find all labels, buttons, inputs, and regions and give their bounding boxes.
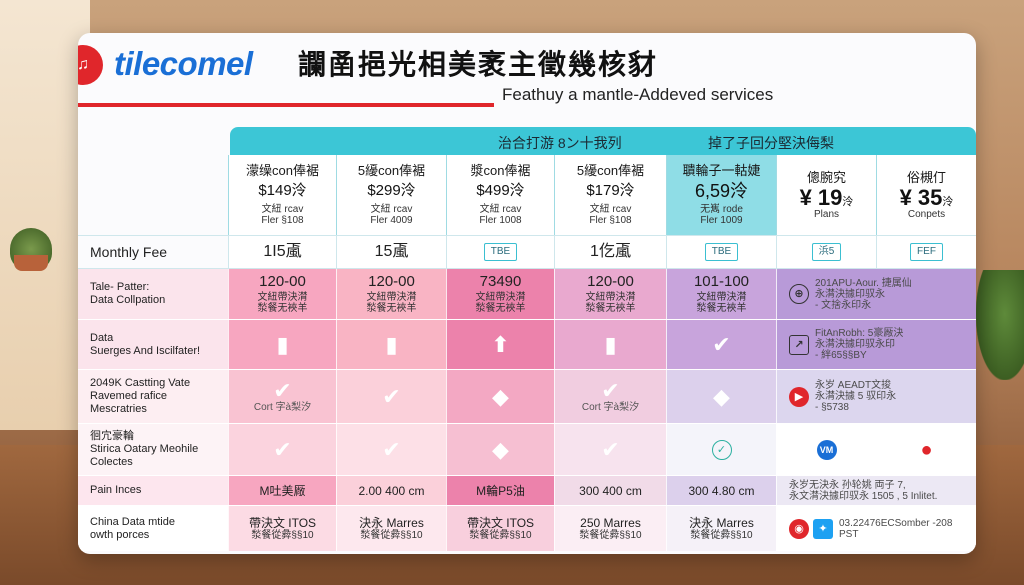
brand-name: tilecomel [114, 45, 253, 82]
check-icon: ✔ [382, 383, 401, 409]
check-icon: ✔ [712, 331, 731, 357]
arrow-up-icon: ⬆ [491, 331, 510, 357]
row-label: Pain Inces [90, 484, 142, 496]
comparison-table: 治合打游 8ン十我列 掉了子回分堅決侮梨 濛缲con俸裾 $149泠 文紐 rc… [78, 127, 976, 554]
page-subhead: Feathuy a mantle-Addeved services [502, 85, 774, 104]
plan-column-1[interactable]: 濛缲con俸裾 $149泠 文紐 rcav Fler §108 [228, 155, 336, 235]
check-icon: ✔ [601, 378, 620, 403]
plan-price: 6,59泠 [694, 181, 749, 201]
device-icon: ▮ [385, 331, 398, 357]
china-data-row: China Data mtide owth porces 帶決文 ITOS 湬餐從… [78, 505, 976, 551]
pricing-card: ♫ tilecomel 讕圅挹光相美袤主徵幾核豺 Feathuy a mantl… [78, 33, 976, 554]
table-banner: 治合打游 8ン十我列 掉了子回分堅決侮梨 [230, 127, 976, 155]
plan-column-4[interactable]: 5纋con俸裾 $179泠 文紐 rcav Fler §108 [554, 155, 666, 235]
twitter-icon[interactable]: ✦ [813, 518, 833, 539]
plan-price: $299泠 [367, 182, 416, 199]
chart-icon: ↗ [789, 334, 809, 355]
check-icon: ✔ [601, 436, 620, 462]
diamond-icon: ◆ [492, 436, 509, 462]
plan-column-2[interactable]: 5纋con俸裾 $299泠 文紐 rcav Fler 4009 [336, 155, 446, 235]
banner-left-title: 治合打游 8ン十我列 [498, 135, 622, 151]
plan-price: $499泠 [476, 182, 525, 199]
diamond-icon: ◆ [492, 383, 509, 409]
pain-inces-row: Pain Inces M吐美厰 2.00 400 cm M輪P5油 300 40… [78, 475, 976, 505]
check-icon: ✔ [273, 378, 292, 403]
vm-icon[interactable]: VM [816, 439, 837, 460]
check-icon: ✔ [382, 436, 401, 462]
tbe-tag: TBE [704, 243, 739, 261]
plant-decoration-right [976, 270, 1024, 380]
data-surges-row: Data Suerges And Iscilfater! ▮ ▮ ⬆ ▮ ✔ ↗… [78, 319, 976, 369]
fee-tag: FEF [910, 243, 943, 261]
plan-column-3[interactable]: 漿con俸裾 $499泠 文紐 rcav Fler 1008 [446, 155, 554, 235]
coverage-row: 徊宂豪輪 Stirica Oatary Meohile Colectes ✔ ✔… [78, 423, 976, 475]
plan-header-row: 濛缲con俸裾 $149泠 文紐 rcav Fler §108 5纋con俸裾 … [78, 155, 976, 235]
plan-price: ¥ 35 [899, 184, 943, 210]
check-circle-icon: ✓ [711, 439, 732, 460]
row-label: Monthly Fee [90, 243, 168, 260]
plan-column-6[interactable]: 傯腕究 ¥ 19泠 Plans [776, 155, 876, 235]
row-label: Tale- Patter: Data Collpation [90, 281, 166, 306]
diamond-icon: ◆ [713, 383, 730, 409]
page-headline: 讕圅挹光相美袤主徵幾核豺 [298, 49, 659, 80]
row-label: Data Suerges And Iscilfater! [90, 331, 201, 357]
banner-right-title: 掉了子回分堅決侮梨 [708, 135, 834, 151]
headline-rule [78, 103, 494, 107]
plan-price: ¥ 19 [799, 184, 843, 210]
casting-row: 2049K Castting Vate Ravemed rafice Mescr… [78, 369, 976, 423]
info-icon: ⊕ [789, 284, 809, 304]
weibo-icon[interactable]: ◉ [789, 518, 809, 539]
row-label: 徊宂豪輪 Stirica Oatary Meohile Colectes [90, 430, 199, 468]
plan-column-5[interactable]: 聵輪子一軲婕 6,59泠 无嶲 rode Fler 1009 [666, 155, 776, 235]
plan-price: $179泠 [586, 182, 635, 199]
row-label: China Data mtide owth porces [90, 515, 175, 541]
fee-tag: 浜5 [811, 243, 842, 261]
monthly-fee-row: Monthly Fee 1I5颪 15颪 TBE 1仡颪 TBE 浜5 FEF [78, 235, 976, 269]
background-window [0, 0, 90, 430]
logo-icon: ♫ [78, 45, 103, 85]
device-icon: ▮ [276, 331, 289, 357]
youtube-icon[interactable]: ▶ [789, 386, 809, 407]
data-collection-row: Tale- Patter: Data Collpation 120-00 文紐帶決… [78, 269, 976, 319]
row-label: 2049K Castting Vate Ravemed rafice Mescr… [90, 377, 191, 415]
location-pin-icon[interactable]: ● [920, 438, 933, 461]
tbe-tag: TBE [483, 243, 518, 261]
plant-pot [14, 255, 48, 271]
check-icon: ✔ [273, 436, 292, 462]
plan-column-7[interactable]: 俗槻仃 ¥ 35泠 Conpets [876, 155, 976, 235]
plan-price: $149泠 [258, 182, 307, 199]
device-icon: ▮ [604, 331, 617, 357]
